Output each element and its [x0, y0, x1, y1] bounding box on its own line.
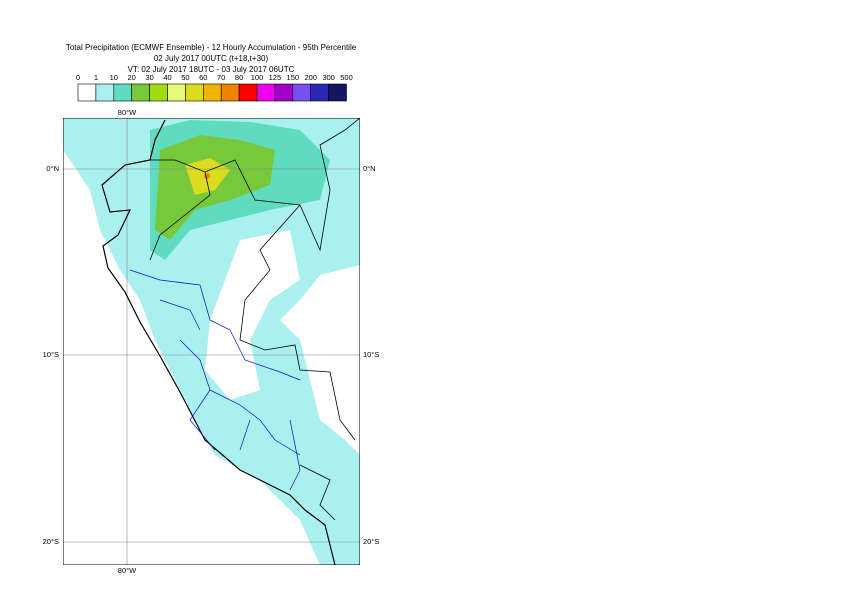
legend-box	[220, 83, 240, 102]
precip-peak	[204, 173, 210, 179]
legend-label: 100	[251, 73, 264, 82]
lon-label: 80°W	[118, 108, 137, 117]
coastline	[101, 119, 336, 565]
legend-label: 500	[340, 73, 353, 82]
lat-label: 0°N	[46, 164, 59, 173]
legend-box	[328, 83, 347, 102]
legend-box	[131, 83, 150, 102]
legend-box	[113, 83, 133, 102]
legend-box	[167, 83, 186, 102]
lat-label: 10°S	[363, 350, 379, 359]
legend-label: 10	[110, 73, 118, 82]
legend-label: 60	[199, 73, 207, 82]
lat-label: 0°N	[363, 164, 376, 173]
lon-label: 80°W	[118, 566, 137, 575]
legend: 0 1 10 20 30 40 50 60 70 80 100 125 150 200 300 500	[76, 73, 353, 102]
legend-label: 30	[145, 73, 153, 82]
legend-label: 1	[94, 73, 98, 82]
legend-label: 150	[287, 73, 300, 82]
lat-label: 10°S	[43, 350, 59, 359]
legend-label: 80	[235, 73, 243, 82]
map	[63, 118, 360, 565]
precip-light	[205, 230, 300, 400]
regions	[129, 269, 301, 491]
legend-label: 40	[163, 73, 171, 82]
legend-label: 50	[181, 73, 189, 82]
legend-label: 0	[76, 73, 80, 82]
lat-label: 20°S	[363, 537, 379, 546]
legend-box	[185, 83, 204, 102]
legend-box	[256, 83, 276, 102]
legend-label: 70	[217, 73, 225, 82]
legend-box	[149, 83, 168, 102]
valid-time: VT: 02 July 2017 18UTC - 03 July 2017 06…	[128, 65, 295, 74]
subtitle: 02 July 2017 00UTC (t+18,t+30)	[154, 54, 269, 63]
legend-label: 125	[269, 73, 282, 82]
legend-box	[77, 83, 97, 102]
legend-label: 300	[322, 73, 335, 82]
legend-label: 200	[304, 73, 317, 82]
legend-label: 20	[128, 73, 136, 82]
lat-labels: 0°N 0°N 10°S 10°S 20°S 20°S	[43, 164, 380, 546]
legend-box	[95, 83, 115, 102]
legend-box	[274, 83, 294, 102]
legend-box	[310, 83, 329, 102]
legend-box	[292, 83, 311, 102]
lat-label: 20°S	[43, 537, 59, 546]
title: Total Precipitation (ECMWF Ensemble) - 1…	[66, 43, 357, 52]
border	[149, 118, 360, 521]
legend-box	[238, 83, 258, 102]
legend-box	[203, 83, 222, 102]
